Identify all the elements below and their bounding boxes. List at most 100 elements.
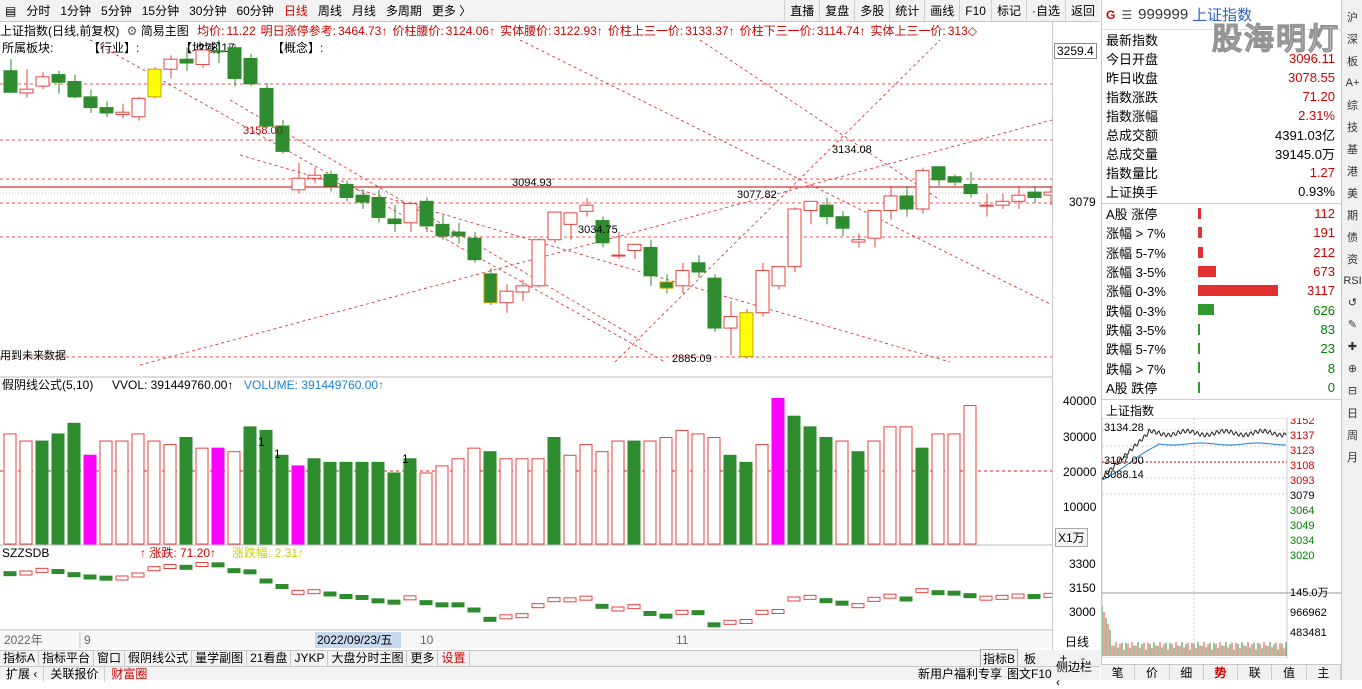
side-icon-2[interactable]: 板 [1347,55,1358,68]
side-icon-13[interactable]: ↺ [1347,297,1358,309]
quote-tab-4[interactable]: 联 [1238,665,1273,680]
toolbar-btn-4[interactable]: 画线 [924,0,959,22]
trend-line [614,40,941,363]
tab-period-10[interactable]: 更多 〉 [431,3,472,18]
tab-period-7[interactable]: 周线 [317,3,342,18]
quote-tab-6[interactable]: 主 [1307,665,1341,680]
bottom-tab-3[interactable]: 假阴线公式 [125,651,193,666]
menu-icon[interactable]: ☰ [1121,7,1133,22]
status-expand[interactable]: 扩展 ‹ [0,665,45,682]
side-icon-18[interactable]: 日 [1347,407,1358,420]
side-icon-12[interactable]: RSI [1343,274,1362,287]
period-label[interactable]: 日线 [1065,635,1090,649]
tab-period-6[interactable]: 日线 [283,3,308,18]
bottom-tab-7[interactable]: 大盘分时主图 [328,651,408,666]
quote-panel: G ☰ 999999 上证指数 股海明灯 最新指数 今日开盘 3096.11 昨日收盘… [1101,0,1342,680]
date-cursor: 2022/09/23/五 [317,633,392,647]
side-icon-4[interactable]: 综 [1347,99,1358,112]
quote-tab-5[interactable]: 值 [1272,665,1307,680]
bottom-tab-6[interactable]: JYKP [291,651,329,666]
side-icon-7[interactable]: 港 [1347,165,1358,178]
gear-icon[interactable]: ⚙ [126,24,138,38]
tab-period-1[interactable]: 1分钟 [60,3,92,18]
toolbar-btn-5[interactable]: F10 [959,0,991,22]
candle-body [883,195,898,212]
bottom-tab-2[interactable]: 窗口 [94,651,126,666]
candle-body [387,218,402,225]
bottom-tab-1[interactable]: 指标平台 [39,651,95,666]
tab-period-2[interactable]: 5分钟 [101,3,132,18]
szz-mini-bar [435,602,449,608]
side-icon-10[interactable]: 债 [1347,231,1358,244]
breadth-row: A股 跌停 0 [1102,378,1341,397]
plus-button[interactable]: + [1060,651,1068,665]
toolbar-btn-2[interactable]: 多股 [854,0,889,22]
szz-mini-bar [323,591,337,597]
quote-tab-1[interactable]: 价 [1135,665,1170,680]
tab-period-5[interactable]: 60分钟 [236,3,274,18]
breadth-row: 涨幅 3-5% 673 [1102,262,1341,281]
tab-period-4[interactable]: 30分钟 [189,3,227,18]
szz-mini-bar [883,593,897,599]
quote-value: 0.93% [1298,184,1335,199]
bottom-tab-4[interactable]: 量学副图 [192,651,248,666]
intraday-mini-chart[interactable]: 3134.28 3107.00 3088.14 3152 3137 3123 3108 309… [1102,418,1342,658]
toolbar-btn-8[interactable]: 返回 [1064,0,1100,22]
szz-mini-bar [259,578,273,584]
status-f10[interactable]: 图文F10 [1007,667,1052,681]
toolbar-btn-6[interactable]: 标记 [990,0,1026,22]
candle-body [275,125,290,152]
quote-tab-2[interactable]: 细 [1170,665,1204,680]
tab-period-9[interactable]: 多周期 [385,3,422,18]
volume-bar [35,440,49,545]
status-wealth-circle[interactable]: 财富圈 [111,667,148,681]
side-icon-19[interactable]: 周 [1347,429,1358,442]
toolbar-btn-1[interactable]: 复盘 [819,0,854,22]
side-icon-8[interactable]: 美 [1347,187,1358,200]
side-icon-14[interactable]: ✎ [1347,319,1358,331]
quote-tab-3[interactable]: 势 [1204,665,1239,680]
g-icon[interactable]: G [1106,7,1116,22]
side-icon-3[interactable]: A+ [1345,76,1360,89]
side-icon-1[interactable]: 深 [1347,33,1358,46]
tab-period-8[interactable]: 月线 [351,3,376,18]
bottom-tab-5[interactable]: 21看盘 [247,651,292,666]
chart-mode[interactable]: 简易主图 [140,24,189,38]
side-icon-16[interactable]: ⊕ [1347,363,1358,375]
side-icon-20[interactable]: 月 [1347,451,1358,464]
toolbar-btn-0[interactable]: 直播 [784,0,819,22]
breadth-bar [1198,304,1214,316]
status-new-user-promo[interactable]: 新用户福利专享 [918,667,1003,681]
volume-bar [627,440,641,545]
date-axis-bg [0,632,1052,648]
bottom-tab-8[interactable]: 更多 [407,651,439,666]
tab-period-0[interactable]: 分时 [26,3,51,18]
side-icon-6[interactable]: 基 [1347,143,1358,156]
szz-mini-bar [499,614,513,620]
list-icon[interactable]: ▤ [5,3,17,18]
minus-button[interactable]: - [1081,651,1086,665]
side-icon-5[interactable]: 技 [1347,121,1358,134]
candle-body [643,246,658,277]
tab-board[interactable]: 板 [1024,651,1037,666]
side-icon-15[interactable]: ✚ [1347,341,1358,353]
side-icon-9[interactable]: 期 [1347,209,1358,222]
side-icon-11[interactable]: 资 [1347,253,1358,266]
bottom-tab-0[interactable]: 指标A [0,651,40,666]
status-sidebar-toggle[interactable]: 侧边栏 ‹ [1056,660,1093,689]
candle-body [931,166,946,181]
bottom-tab-9[interactable]: 设置 [438,651,470,666]
side-icon-0[interactable]: 沪 [1347,11,1358,24]
breadth-bar [1198,208,1201,219]
side-icon-17[interactable]: ⊟ [1347,385,1358,397]
mini-price-line [1102,427,1287,480]
quote-tab-0[interactable]: 笔 [1101,665,1136,680]
toolbar-btn-3[interactable]: 统计 [889,0,924,22]
mini-chart-title: 上证指数 [1106,403,1155,418]
quote-key: 总成交量 [1106,147,1159,162]
toolbar-btn-7[interactable]: ·自选 [1025,0,1065,22]
tab-period-3[interactable]: 15分钟 [141,3,180,18]
status-related-quote[interactable]: 关联报价 [44,665,106,682]
kline-chart[interactable]: 所属板块: 【行业】: 【地域】:278.17 【概念】:3158.003094.93… [0,40,1052,650]
indicator-value-4: 3133.37↑ [685,24,735,38]
